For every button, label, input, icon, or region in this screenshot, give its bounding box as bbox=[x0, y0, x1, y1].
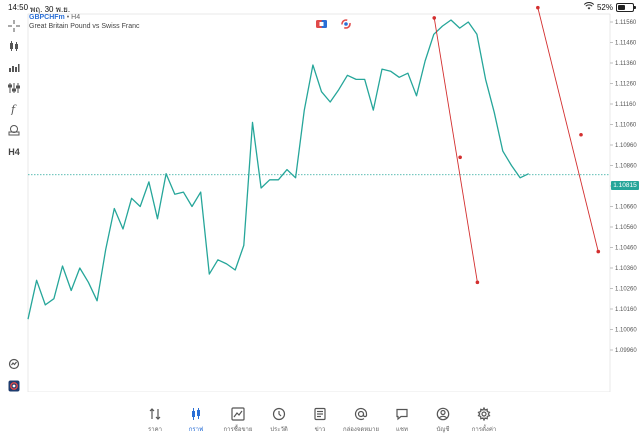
price-tick-label: 1.09960 bbox=[615, 348, 637, 354]
price-tick-label: 1.11560 bbox=[615, 20, 637, 26]
nav-label: การซื้อขาย bbox=[223, 427, 253, 433]
nav-label: กล่องจดหมาย bbox=[342, 427, 380, 433]
chart-icon bbox=[189, 406, 203, 422]
trendline-handle[interactable] bbox=[536, 5, 540, 10]
objects-icon[interactable] bbox=[4, 120, 24, 140]
symbol-name: GBPCHFm bbox=[29, 14, 65, 21]
indicators-icon[interactable] bbox=[4, 57, 24, 77]
news-icon bbox=[313, 406, 327, 422]
price-tick-label: 1.10360 bbox=[615, 266, 637, 272]
nav-label: บัญชี bbox=[436, 427, 450, 433]
price-tick-label: 1.10260 bbox=[615, 287, 637, 293]
nav-label: การตั้งค่า bbox=[471, 427, 497, 433]
function-icon[interactable]: f bbox=[4, 99, 24, 119]
symbol-timeframe: H4 bbox=[71, 14, 81, 21]
nav-label: แชท bbox=[396, 427, 408, 433]
search-icon[interactable] bbox=[4, 354, 24, 374]
bottom-navigation: ราคา กราฟ การซื้อขาย ประวัติ ข่าว กล่องจดหมาย… bbox=[0, 404, 640, 447]
one-click-trading-icon[interactable] bbox=[315, 19, 327, 29]
nav-label: ประวัติ bbox=[270, 427, 288, 433]
price-tick-label: 1.10060 bbox=[615, 328, 637, 334]
status-time: 14:50 bbox=[8, 3, 29, 12]
trendline-handle[interactable] bbox=[432, 16, 437, 20]
symbol-separator: • bbox=[66, 14, 70, 21]
price-tick-label: 1.10460 bbox=[615, 246, 637, 252]
app-logo-icon[interactable] bbox=[4, 376, 24, 396]
price-tick-label: 1.10960 bbox=[615, 143, 637, 149]
current-price-tag: 1.10815 bbox=[611, 181, 639, 190]
trade-icon bbox=[231, 406, 245, 422]
symbol-description: Great Britain Pound vs Swiss Franc bbox=[29, 23, 140, 30]
candlestick-type-icon[interactable] bbox=[4, 36, 24, 56]
price-series-line bbox=[27, 19, 529, 320]
trendline-handle[interactable] bbox=[475, 280, 480, 285]
chat-icon bbox=[395, 406, 409, 422]
nav-label: กราฟ bbox=[188, 427, 204, 433]
wifi-icon bbox=[583, 2, 595, 12]
nav-history[interactable]: ประวัติ bbox=[259, 406, 299, 436]
price-tick-label: 1.10160 bbox=[615, 307, 637, 313]
status-right: 52% bbox=[583, 2, 636, 12]
symbol-header: GBPCHFm • H4 bbox=[29, 14, 80, 21]
nav-chat[interactable]: แชท bbox=[382, 406, 422, 436]
settings-icon bbox=[477, 406, 491, 422]
status-bar: 14:50 พฤ. 30 พ.ย. 52% bbox=[0, 0, 640, 14]
crosshair-icon[interactable] bbox=[4, 16, 24, 36]
settings-sliders-icon[interactable] bbox=[4, 78, 24, 98]
quotes-icon bbox=[148, 406, 162, 422]
nav-quotes[interactable]: ราคา bbox=[135, 406, 175, 436]
price-chart[interactable]: 1.11560 1.11460 1.11360 1.11260 1.11160 1.110… bbox=[0, 0, 640, 392]
trendline-handle[interactable] bbox=[579, 132, 583, 137]
price-tick-label: 1.10860 bbox=[615, 164, 637, 170]
signal-icon[interactable] bbox=[340, 19, 352, 29]
nav-settings[interactable]: การตั้งค่า bbox=[464, 406, 504, 436]
status-date: พฤ. 30 พ.ย. bbox=[30, 5, 71, 14]
timeframe-label: H4 bbox=[8, 147, 20, 157]
trendline-handle[interactable] bbox=[596, 249, 601, 254]
trendline[interactable] bbox=[433, 17, 478, 283]
nav-label: ข่าว bbox=[314, 427, 326, 433]
price-tick-label: 1.11160 bbox=[615, 102, 636, 108]
plot-frame bbox=[27, 13, 611, 392]
nav-mailbox[interactable]: กล่องจดหมาย bbox=[341, 406, 381, 436]
trendline-handle[interactable] bbox=[458, 155, 462, 160]
nav-account[interactable]: บัญชี bbox=[423, 406, 463, 436]
nav-trade[interactable]: การซื้อขาย bbox=[218, 406, 258, 436]
nav-chart[interactable]: กราฟ bbox=[176, 406, 216, 436]
nav-news[interactable]: ข่าว bbox=[300, 406, 340, 436]
history-icon bbox=[272, 406, 286, 422]
account-icon bbox=[436, 406, 450, 422]
battery-percent: 52% bbox=[596, 2, 613, 12]
price-tick-label: 1.10560 bbox=[615, 225, 637, 231]
price-tick-label: 1.10660 bbox=[615, 205, 637, 211]
price-tick-label: 1.11260 bbox=[615, 82, 637, 88]
battery-icon bbox=[616, 2, 636, 12]
trendline[interactable] bbox=[537, 7, 599, 252]
price-tick-label: 1.11360 bbox=[615, 61, 637, 67]
price-tick-label: 1.11460 bbox=[615, 41, 637, 47]
svg-text:f: f bbox=[10, 103, 17, 115]
timeframe-button[interactable]: H4 bbox=[4, 142, 24, 162]
left-toolbar: f H4 bbox=[0, 14, 28, 392]
nav-label: ราคา bbox=[148, 427, 162, 433]
mailbox-icon bbox=[354, 406, 368, 422]
price-tick-label: 1.11060 bbox=[615, 123, 637, 129]
